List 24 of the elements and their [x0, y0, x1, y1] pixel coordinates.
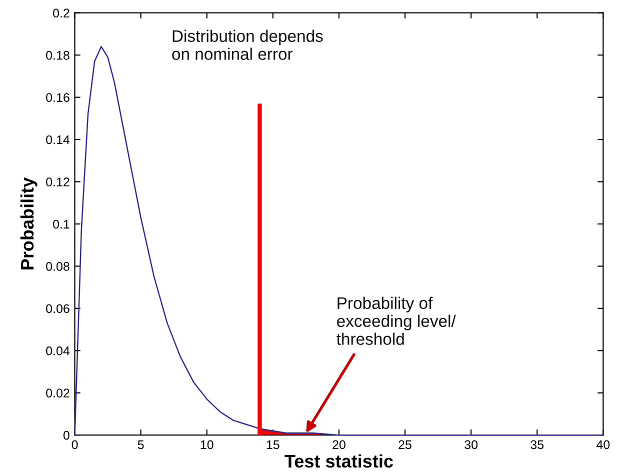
y-tick-label: 0.14 [46, 135, 70, 144]
y-axis-title: Probability [20, 177, 38, 270]
x-tick-label: 0 [72, 440, 78, 450]
y-tick-label: 0.16 [46, 93, 70, 102]
x-tick-label: 15 [266, 440, 280, 450]
y-tick-label: 0 [63, 430, 70, 440]
y-tick-label: 0.1 [53, 220, 70, 229]
annotation: Probability of exceeding level/ threshold [336, 296, 456, 345]
x-tick-label: 30 [464, 440, 478, 450]
y-tick-label: 0.02 [46, 388, 70, 398]
y-tick-label: 0.18 [46, 50, 70, 60]
annotation: Distribution depends on nominal error [172, 30, 323, 60]
x-tick-label: 10 [200, 440, 214, 450]
x-tick-label: 35 [530, 440, 544, 450]
x-tick-label: 40 [596, 440, 610, 450]
y-tick-label: 0.2 [53, 8, 70, 18]
x-tick-label: 5 [138, 440, 144, 450]
y-tick-label: 0.08 [46, 262, 70, 271]
x-tick-label: 25 [398, 440, 412, 450]
y-tick-label: 0.12 [46, 178, 70, 186]
y-tick-label: 0.06 [46, 304, 70, 314]
x-tick-label: 20 [332, 440, 346, 450]
x-axis-title: Test statistic [284, 454, 393, 468]
y-tick-label: 0.04 [46, 346, 70, 356]
